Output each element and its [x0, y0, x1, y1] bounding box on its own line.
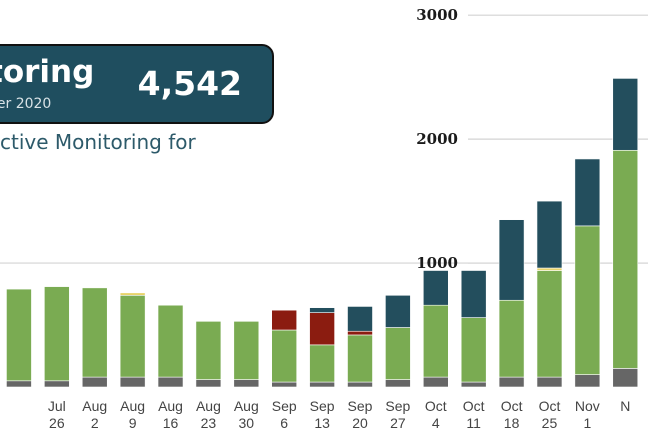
bar-8-segment-3 — [347, 330, 373, 336]
y-tick-label: 1000 — [416, 254, 458, 272]
x-tick-label: Sep 13 — [310, 398, 335, 431]
chart-subtitle: ctive Monitoring for — [0, 130, 196, 154]
y-axis-ticks: 1000 2000 3000 — [416, 6, 458, 272]
bar-0-segment-1 — [44, 286, 70, 382]
y-tick-label: 3000 — [416, 6, 458, 24]
x-tick-label: Oct 4 — [425, 398, 447, 431]
bar-6-segment-3 — [271, 309, 298, 331]
bar-partial-segment-0 — [6, 380, 32, 388]
bar-14-segment-4 — [574, 158, 601, 227]
bar-12-segment-0 — [498, 376, 525, 388]
bar-1-segment-0 — [81, 376, 108, 388]
bar-13-segment-4 — [536, 200, 563, 269]
total-count: 4,542 — [137, 64, 242, 103]
bar-6-segment-0 — [271, 381, 298, 388]
x-tick-label: Aug 30 — [234, 398, 259, 431]
bar-8-segment-0 — [347, 381, 373, 388]
bar-14-segment-1 — [574, 225, 601, 375]
bar-1-segment-1 — [81, 287, 108, 378]
bar-6-segment-1 — [271, 329, 298, 383]
x-tick-label: Nov 1 — [575, 398, 600, 431]
bar-2-segment-1 — [119, 294, 146, 378]
x-tick-label: Aug 16 — [158, 398, 183, 431]
bar-8-segment-4 — [347, 306, 373, 332]
bar-10-segment-4 — [422, 270, 449, 306]
bar-13-segment-1 — [536, 270, 563, 378]
bar-11-segment-0 — [460, 381, 487, 388]
bars — [6, 78, 639, 388]
bar-15-segment-0 — [612, 368, 639, 388]
panel-date: ber 2020 — [0, 96, 52, 112]
bar-9-segment-4 — [385, 294, 411, 328]
bar-2-segment-2 — [119, 292, 146, 296]
x-tick-label: Oct 25 — [539, 398, 561, 431]
bar-9-segment-1 — [385, 327, 411, 380]
bar-11-segment-4 — [460, 270, 487, 318]
bar-13-segment-0 — [536, 376, 563, 388]
bar-2-segment-0 — [119, 376, 146, 388]
x-tick-label: Aug 23 — [196, 398, 221, 431]
bar-5-segment-1 — [233, 321, 260, 380]
x-axis-ticks: Jul 26 Aug 2 Aug 9 Aug 16 Aug 23 Aug 30 Sep 6 Sep 13 Sep… — [48, 398, 630, 431]
bar-13-segment-2 — [536, 267, 563, 271]
x-tick-label: Oct 18 — [501, 398, 523, 431]
bar-7-segment-4 — [309, 307, 335, 313]
x-tick-label: Aug 2 — [82, 398, 107, 431]
bar-12-segment-1 — [498, 299, 525, 378]
bar-9-segment-0 — [385, 379, 411, 388]
bar-4-segment-1 — [195, 321, 222, 380]
bar-7-segment-0 — [309, 381, 335, 388]
bar-14-segment-0 — [574, 374, 601, 388]
bar-7-segment-1 — [309, 344, 335, 383]
bar-10-segment-0 — [422, 376, 449, 388]
bar-10-segment-1 — [422, 304, 449, 378]
bar-15-segment-4 — [612, 78, 639, 151]
bar-0-segment-0 — [44, 380, 70, 388]
bar-15-segment-1 — [612, 149, 639, 369]
bar-11-segment-1 — [460, 317, 487, 383]
bar-7-segment-3 — [309, 312, 335, 346]
bar-8-segment-1 — [347, 334, 373, 383]
x-tick-label: Aug 9 — [120, 398, 145, 431]
bar-3-segment-0 — [157, 376, 184, 388]
x-tick-label: Sep 20 — [348, 398, 373, 431]
bar-4-segment-0 — [195, 379, 222, 388]
x-tick-label: N — [620, 398, 630, 414]
bar-partial-segment-1 — [6, 288, 32, 382]
bar-12-segment-4 — [498, 219, 525, 301]
y-tick-label: 2000 — [416, 130, 458, 148]
title-panel: toring ber 2020 4,542 — [0, 44, 274, 124]
panel-title: toring — [0, 54, 95, 90]
x-tick-label: Sep 27 — [385, 398, 410, 431]
x-tick-label: Oct 11 — [463, 398, 485, 431]
x-tick-label: Sep 6 — [272, 398, 297, 431]
bar-3-segment-1 — [157, 304, 184, 378]
x-tick-label: Jul 26 — [48, 398, 66, 431]
bar-5-segment-0 — [233, 379, 260, 388]
